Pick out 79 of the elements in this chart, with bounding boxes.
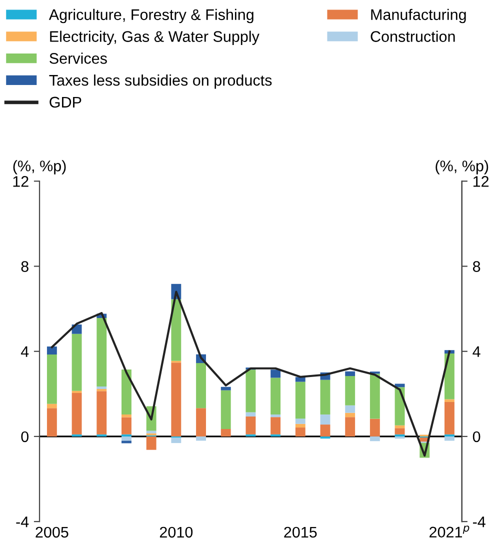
bar (196, 363, 206, 408)
bar (345, 405, 356, 413)
bar (46, 354, 57, 404)
y2-tick-label: 4 (472, 346, 480, 357)
y2-tick-label: 0 (472, 431, 480, 442)
bar (122, 440, 132, 444)
y-tick-label: 4 (20, 346, 29, 357)
bar (345, 376, 356, 406)
bar (320, 424, 330, 436)
legend-label: Services (50, 52, 107, 64)
bar (96, 386, 107, 390)
bar (444, 353, 454, 400)
x-tick-label: 2021$^{p}$ (430, 526, 470, 538)
legend-label: Taxes less subsidies on products (49, 74, 272, 89)
bar (171, 299, 182, 361)
bar (72, 390, 82, 394)
x-tick-label: 2010 (160, 526, 193, 538)
y2-tick-label: 8 (472, 261, 480, 272)
bar (320, 380, 330, 415)
bar (320, 414, 330, 425)
x-tick-label: 2005 (36, 526, 68, 538)
bar (345, 371, 356, 376)
bar (146, 430, 156, 434)
x-tick-label: 2015 (284, 526, 317, 538)
legend-label: Construction (370, 30, 455, 42)
y2-tick-label: -4 (472, 516, 486, 528)
bar (171, 438, 182, 444)
bar (220, 429, 231, 436)
bar (270, 378, 281, 415)
bar (270, 417, 281, 434)
bar (96, 318, 107, 386)
bar (295, 382, 306, 419)
bar (370, 374, 380, 419)
bar (46, 404, 57, 408)
bar (122, 436, 132, 441)
bar (444, 402, 454, 434)
line-series (50, 290, 451, 457)
bar (270, 370, 281, 378)
bar (72, 334, 82, 391)
bar (171, 362, 182, 436)
bar (444, 399, 454, 402)
bar (46, 408, 57, 436)
y2-axis-title: (%, %p) (436, 160, 488, 174)
legend-label: GDP (50, 96, 82, 108)
bar (295, 377, 306, 382)
legend-label: Manufacturing (371, 8, 466, 24)
bar (122, 417, 132, 434)
bar (246, 416, 256, 434)
bar (196, 436, 206, 441)
legend-label: Agriculture, Forestry & Fishing (48, 8, 254, 24)
bar (394, 384, 405, 388)
bar (122, 414, 132, 418)
bar (220, 386, 231, 390)
bar (444, 436, 454, 441)
bar (370, 418, 380, 436)
bar (146, 436, 156, 450)
bar (270, 414, 281, 418)
bar (246, 370, 256, 412)
y2-tick-label: 12 (473, 176, 489, 187)
bar (122, 369, 132, 415)
y-axis-title: (%, %p) (13, 160, 66, 174)
bar (72, 393, 82, 434)
bar (295, 424, 306, 428)
y-tick-label: -4 (16, 516, 29, 528)
legend-label: Electricity, Gas & Water Supply (50, 30, 260, 45)
bar (394, 428, 405, 434)
y-tick-label: 0 (21, 431, 29, 442)
bar (220, 390, 231, 430)
bar (295, 418, 306, 424)
bar (370, 436, 380, 442)
bar (295, 428, 306, 436)
bar (246, 412, 256, 416)
bar (345, 417, 356, 436)
y-tick-label: 8 (21, 261, 28, 272)
bar (345, 412, 356, 418)
y-tick-label: 12 (13, 176, 28, 187)
bar (196, 408, 206, 436)
bar (96, 391, 107, 434)
bar (46, 346, 57, 355)
